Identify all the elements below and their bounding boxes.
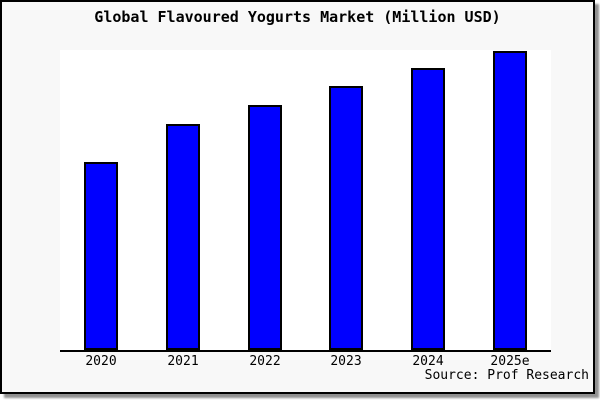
bar-2021 xyxy=(166,124,200,350)
x-axis-labels: 2020 2021 2022 2023 2024 2025e xyxy=(60,355,551,371)
bar-2023 xyxy=(329,86,363,350)
x-tick-label-2021: 2021 xyxy=(167,354,199,369)
chart-card: Global Flavoured Yogurts Market (Million… xyxy=(0,0,595,394)
x-tick-label-2023: 2023 xyxy=(330,354,362,369)
source-credit: Source: Prof Research xyxy=(424,368,589,383)
bar-2020 xyxy=(84,162,118,350)
plot-area xyxy=(60,50,551,352)
bar-2025e xyxy=(493,51,527,350)
x-tick-label-2025e: 2025e xyxy=(490,354,530,369)
x-tick-label-2022: 2022 xyxy=(249,354,281,369)
bar-2024 xyxy=(411,68,445,350)
bar-2022 xyxy=(248,105,282,350)
chart-title: Global Flavoured Yogurts Market (Million… xyxy=(94,8,501,26)
x-tick-label-2020: 2020 xyxy=(85,354,117,369)
x-tick-label-2024: 2024 xyxy=(412,354,444,369)
